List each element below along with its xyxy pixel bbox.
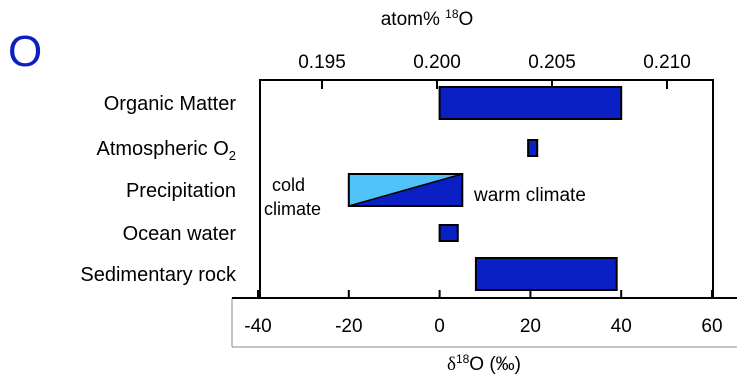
bar-sedimentary-rock xyxy=(474,257,618,291)
category-label: Precipitation xyxy=(126,180,236,202)
category-label: Atmospheric O2 xyxy=(97,138,237,163)
bottom-axis-ticks: -40 -20 0 20 40 60 xyxy=(244,290,723,337)
bar-atmospheric-o xyxy=(527,139,539,157)
bar-precipitation xyxy=(347,173,464,207)
top-tick-label: 0.205 xyxy=(528,52,576,73)
bottom-tick-label: -20 xyxy=(335,316,362,337)
annotation-cold-line2: climate xyxy=(264,199,321,219)
bar-organic-matter xyxy=(438,86,623,120)
category-label: Sedimentary rock xyxy=(80,264,237,286)
top-tick-label: 0.195 xyxy=(298,52,346,73)
bottom-tick-label: 60 xyxy=(701,316,722,337)
top-axis-title: atom% 18O xyxy=(381,7,474,30)
precipitation-diagonal xyxy=(348,173,463,207)
bars-group xyxy=(347,86,623,291)
plot-frame xyxy=(259,79,714,299)
bottom-tick-label: 20 xyxy=(520,316,541,337)
bottom-tick-label: 0 xyxy=(434,316,445,337)
bar-ocean-water xyxy=(438,224,459,242)
category-label: Ocean water xyxy=(123,223,237,245)
category-labels: Organic Matter Atmospheric O2 Precipitatio… xyxy=(80,93,237,286)
annotation-warm-climate: warm climate xyxy=(473,185,586,206)
bottom-tick-label: 40 xyxy=(611,316,632,337)
category-label: Organic Matter xyxy=(104,93,237,115)
top-tick-label: 0.210 xyxy=(643,52,691,73)
bottom-axis-title: δ18O (‰) xyxy=(447,352,521,375)
element-symbol: O xyxy=(8,27,42,76)
annotation-cold-line1: cold xyxy=(272,175,305,195)
top-tick-label: 0.200 xyxy=(413,52,461,73)
bottom-tick-label: -40 xyxy=(244,316,271,337)
top-axis-ticks: 0.195 0.200 0.205 0.210 xyxy=(298,52,691,89)
